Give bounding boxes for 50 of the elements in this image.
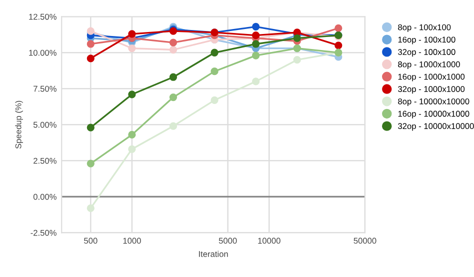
point	[334, 24, 342, 32]
y-tick-label: 7.50%	[34, 86, 56, 92]
legend-label: 32op - 10000x10000	[398, 123, 474, 131]
y-tick-label: 5.00%	[33, 122, 56, 128]
x-tick-label: 500	[84, 238, 98, 244]
point	[210, 68, 218, 76]
point	[210, 96, 218, 104]
x-tick-label: 50000	[354, 238, 376, 244]
point	[128, 90, 136, 98]
point	[334, 42, 342, 50]
y-axis-title: Speedup (%)	[15, 100, 23, 149]
point	[169, 73, 178, 81]
y-tick-label: 2.50%	[34, 158, 56, 164]
x-tick-label: 5000	[218, 238, 237, 244]
point	[252, 32, 260, 40]
point	[252, 52, 260, 60]
point	[210, 48, 218, 56]
point	[86, 204, 94, 212]
point	[128, 145, 136, 153]
legend-label: 32op - 1000x1000	[398, 86, 465, 94]
y-tick-label: 0.00%	[33, 194, 56, 200]
point	[169, 93, 178, 102]
point	[128, 30, 136, 38]
point	[86, 124, 94, 132]
y-tick-label: -2.50%	[30, 230, 56, 236]
y-tick-label: 12.50%	[29, 14, 56, 20]
y-tick-label: 10.00%	[29, 50, 56, 56]
legend-label: 8op - 10000x10000	[398, 98, 470, 106]
point	[293, 56, 301, 64]
point	[169, 38, 178, 46]
legend-label: 32op - 100x100	[398, 49, 456, 57]
point	[293, 34, 301, 42]
point	[169, 122, 178, 130]
point	[252, 40, 260, 48]
legend-label: 16op - 100x100	[398, 36, 456, 44]
x-tick-label: 10000	[258, 238, 280, 244]
point	[86, 40, 94, 48]
point	[252, 22, 260, 31]
point	[252, 78, 260, 86]
point	[86, 54, 94, 62]
x-axis-title: Iteration	[199, 250, 228, 257]
legend-label: 8op - 1000x1000	[398, 61, 460, 69]
legend-label: 16op - 10000x1000	[398, 110, 470, 118]
point	[128, 44, 136, 52]
x-tick-label: 1000	[123, 238, 141, 244]
legend-label: 8op - 100x100	[398, 24, 451, 32]
point	[128, 130, 136, 139]
point	[169, 46, 178, 54]
legend-label: 16op - 1000x1000	[398, 74, 465, 82]
point	[86, 160, 94, 168]
